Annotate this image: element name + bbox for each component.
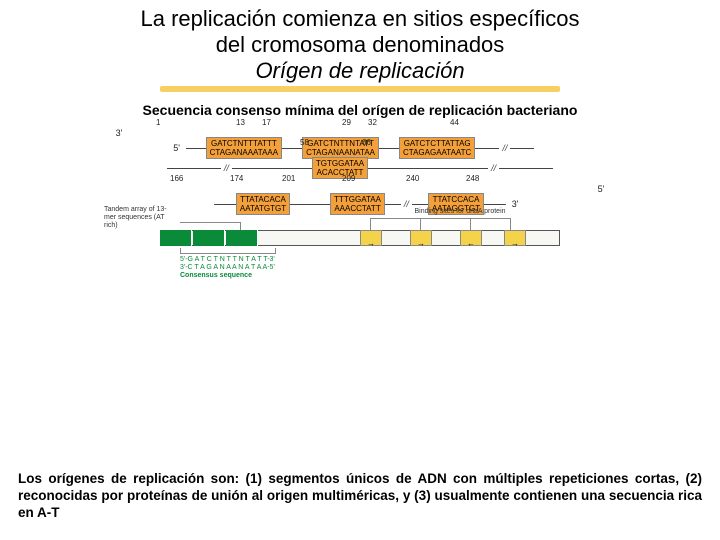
schematic-bar: Tandem array of 13-mer sequences (AT ric… bbox=[160, 208, 560, 288]
pos-label: 66 bbox=[362, 138, 371, 147]
title-line-1: La replicación comienza en sitios especí… bbox=[30, 6, 690, 32]
title-line-2: del cromosoma denominados bbox=[30, 32, 690, 58]
bottom-description: Los orígenes de replicación son: (1) seg… bbox=[18, 471, 702, 522]
end-label-3: 3' bbox=[110, 128, 128, 138]
break-mark: // bbox=[221, 163, 232, 173]
pos-label: 29 bbox=[342, 118, 351, 127]
seq-row-2: 58 66 // TGTGGATAAACACCTATT // bbox=[110, 148, 610, 178]
pos-label: 17 bbox=[262, 118, 271, 127]
consensus-sequence: 5'-G A T C T N T T N T A T T-3' 3'-C T A… bbox=[180, 256, 275, 280]
pos-label: 44 bbox=[450, 118, 459, 127]
pos-label: 1 bbox=[156, 118, 160, 127]
pos-label: 201 bbox=[282, 174, 295, 183]
end-label-5r: 5' bbox=[592, 184, 610, 194]
pos-label: 13 bbox=[236, 118, 245, 127]
pos-label: 248 bbox=[466, 174, 479, 183]
pos-label: 240 bbox=[406, 174, 419, 183]
subtitle: Secuencia consenso mínima del orígen de … bbox=[0, 102, 720, 118]
tandem-array-label: Tandem array of 13-mer sequences (AT ric… bbox=[104, 206, 176, 230]
break-mark: // bbox=[488, 163, 499, 173]
pos-label: 174 bbox=[230, 174, 243, 183]
pos-label: 58 bbox=[300, 138, 309, 147]
pos-label: 32 bbox=[368, 118, 377, 127]
seq-box: TGTGGATAAACACCTATT bbox=[312, 157, 368, 179]
title-line-3: Orígen de replicación bbox=[30, 58, 690, 84]
sequence-diagram: 1 13 17 29 32 44 5' GATCTNTTTATTTCTAGANA… bbox=[110, 128, 610, 288]
binding-sites-label: Binding sites for dnaA protein bbox=[390, 208, 530, 216]
title-underline bbox=[160, 86, 560, 92]
pos-label: 166 bbox=[170, 174, 183, 183]
pos-label: 209 bbox=[342, 174, 355, 183]
